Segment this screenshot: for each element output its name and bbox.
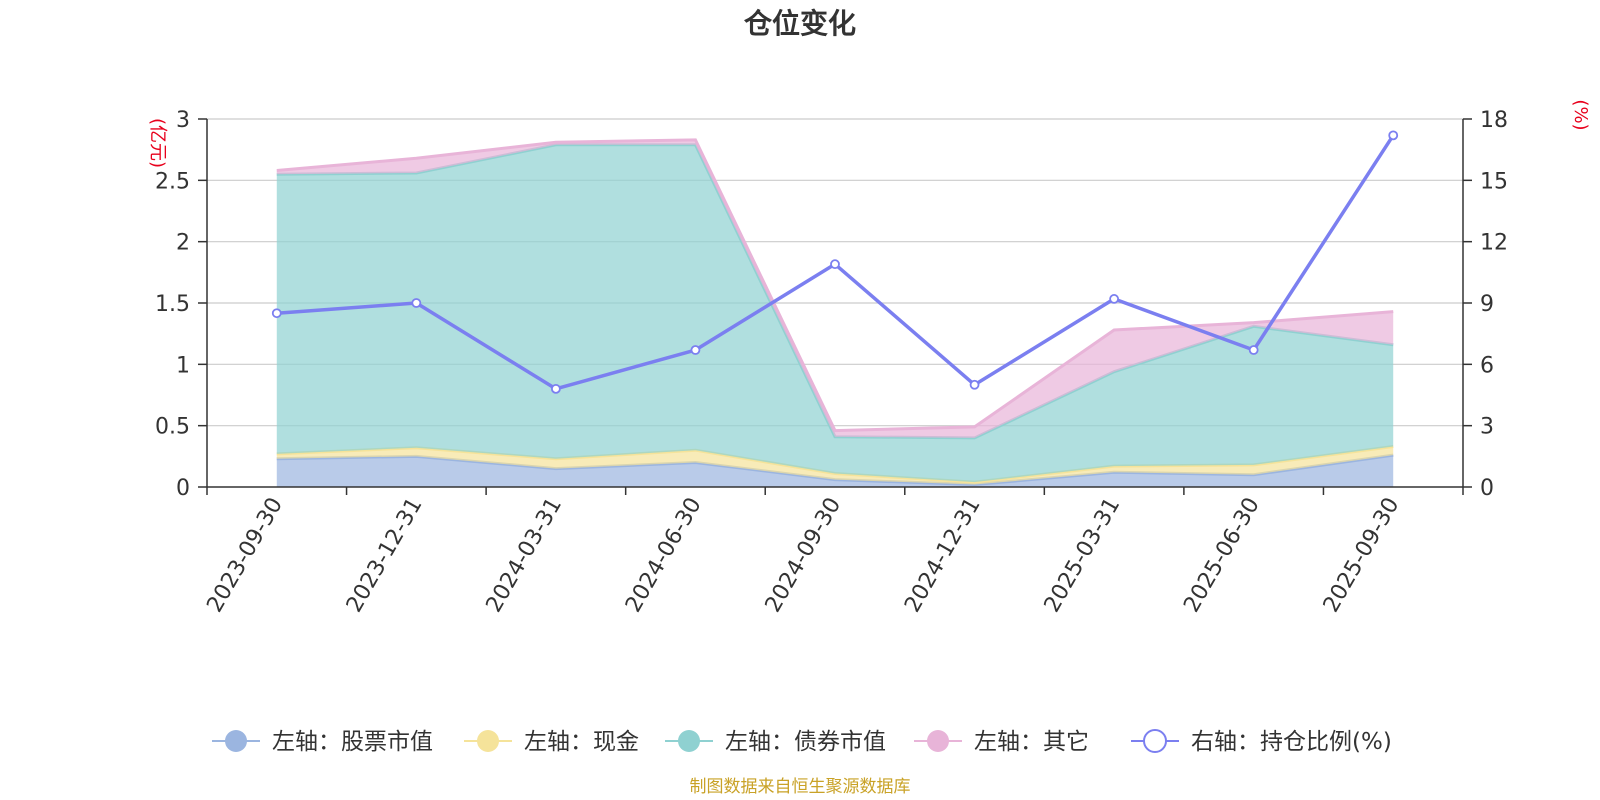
right-axis-unit-label: (%)	[1570, 99, 1591, 130]
left-tick-label: 3	[176, 108, 190, 133]
legend: 左轴：股票市值 左轴：现金 左轴：债券市值 左轴：其它 右轴：持仓比例(%)	[212, 729, 1392, 755]
x-tick-label: 2025-06-30	[1179, 494, 1265, 617]
left-axis-unit-label: (亿元)	[147, 118, 168, 168]
ratio-point	[1248, 345, 1259, 355]
legend-label: 左轴：其它	[974, 729, 1089, 755]
area-bond	[276, 144, 1394, 483]
left-tick-label: 1	[176, 353, 190, 378]
right-tick-label: 15	[1480, 169, 1508, 194]
legend-circle	[927, 730, 949, 752]
x-tick-label: 2023-12-31	[342, 494, 428, 617]
left-tick-label: 2.5	[155, 169, 190, 194]
ratio-line-layer	[271, 130, 1399, 394]
ratio-point	[690, 345, 701, 355]
data-source-note: 制图数据来自恒生聚源数据库	[690, 777, 911, 797]
legend-item-stock: 左轴：股票市值	[212, 729, 433, 755]
legend-hollow-circle	[1143, 729, 1167, 753]
ratio-point	[1388, 130, 1399, 141]
legend-label: 左轴：债券市值	[725, 729, 886, 755]
chart-title: 仓位变化	[744, 7, 856, 40]
area-edge-other	[276, 138, 1394, 433]
ratio-point	[830, 259, 840, 270]
left-tick-label: 0.5	[155, 415, 190, 440]
ratio-point	[1109, 294, 1120, 304]
stacked-areas	[276, 138, 1394, 487]
area-stock	[276, 455, 1394, 487]
legend-label: 右轴：持仓比例(%)	[1191, 729, 1392, 755]
right-tick-label: 9	[1480, 292, 1494, 317]
right-tick-label: 18	[1480, 108, 1508, 133]
legend-item-cash: 左轴：现金	[464, 729, 639, 755]
x-tick-label: 2023-09-30	[202, 494, 288, 617]
x-tick-label: 2024-12-31	[900, 494, 986, 617]
legend-label: 左轴：股票市值	[272, 729, 433, 755]
right-tick-label: 12	[1480, 231, 1508, 256]
legend-label: 左轴：现金	[524, 729, 639, 755]
legend-circle	[678, 730, 700, 752]
x-tick-label: 2024-06-30	[621, 494, 707, 617]
x-tick-label: 2025-03-31	[1040, 494, 1126, 617]
legend-item-bond: 左轴：债券市值	[665, 729, 886, 755]
ratio-point	[271, 308, 282, 319]
legend-item-ratio: 右轴：持仓比例(%)	[1131, 729, 1392, 755]
x-tick-label: 2025-09-30	[1319, 494, 1405, 617]
area-other	[276, 139, 1394, 438]
left-tick-label: 0	[176, 476, 190, 501]
left-tick-label: 1.5	[155, 292, 190, 317]
x-tick-label: 2024-09-30	[761, 494, 847, 617]
right-tick-label: 6	[1480, 353, 1494, 378]
x-tick-label: 2024-03-31	[482, 494, 568, 617]
ratio-point	[411, 298, 422, 308]
ratio-point	[969, 379, 980, 390]
legend-circle	[225, 730, 247, 752]
ratio-point	[550, 383, 561, 394]
legend-item-other: 左轴：其它	[914, 729, 1089, 755]
left-tick-label: 2	[176, 231, 190, 256]
legend-circle	[477, 730, 499, 752]
right-tick-label: 3	[1480, 415, 1494, 440]
right-tick-label: 0	[1480, 476, 1494, 501]
